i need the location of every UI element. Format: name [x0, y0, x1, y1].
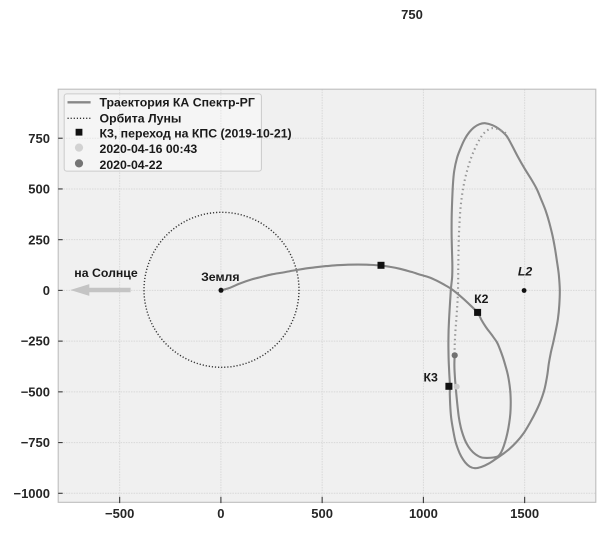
svg-text:Траектория КА Спектр-РГ: Траектория КА Спектр-РГ [100, 95, 255, 109]
svg-text:−500: −500 [105, 506, 134, 521]
svg-text:250: 250 [28, 232, 50, 247]
svg-text:−250: −250 [21, 334, 50, 349]
svg-text:на Солнце: на Солнце [74, 266, 138, 280]
svg-text:Земля: Земля [201, 270, 239, 284]
svg-text:750: 750 [28, 131, 50, 146]
svg-text:1000: 1000 [409, 506, 438, 521]
svg-text:0: 0 [217, 506, 224, 521]
svg-text:Орбита Луны: Орбита Луны [100, 111, 182, 125]
svg-text:К3: К3 [424, 371, 439, 385]
svg-text:500: 500 [311, 506, 333, 521]
svg-text:−750: −750 [21, 435, 50, 450]
svg-text:К3, переход на КПС (2019-10-21: К3, переход на КПС (2019-10-21) [100, 127, 292, 141]
svg-text:−500: −500 [21, 384, 50, 399]
svg-text:750: 750 [401, 7, 423, 22]
svg-text:1500: 1500 [510, 506, 539, 521]
svg-text:2020-04-16 00:43: 2020-04-16 00:43 [100, 142, 198, 156]
svg-text:0: 0 [43, 283, 50, 298]
svg-text:500: 500 [28, 182, 50, 197]
svg-text:−1000: −1000 [13, 486, 50, 501]
svg-text:2020-04-22: 2020-04-22 [100, 158, 163, 172]
svg-text:L2: L2 [518, 265, 533, 279]
svg-text:К2: К2 [474, 292, 489, 306]
